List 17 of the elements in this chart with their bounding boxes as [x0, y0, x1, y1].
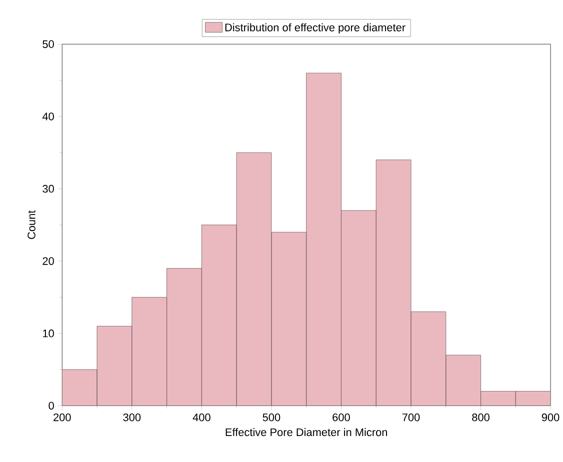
- x-tick-label: 400: [192, 414, 210, 422]
- y-axis-title: Count: [28, 210, 36, 240]
- y-tick-label: 20: [42, 257, 54, 266]
- y-tick-label: 50: [42, 40, 54, 48]
- x-tick-label: 500: [262, 414, 280, 422]
- x-tick-label: 800: [472, 414, 490, 422]
- legend-label: Distribution of effective pore diameter: [225, 23, 406, 34]
- x-tick-label: 900: [542, 414, 560, 422]
- x-tick-label: 300: [123, 414, 141, 422]
- x-tick-label: 700: [402, 414, 420, 422]
- x-tick-label: 600: [332, 414, 350, 422]
- y-tick-label: 40: [42, 112, 54, 120]
- x-tick-label: 200: [54, 414, 71, 422]
- x-axis-title: Effective Pore Diameter in Micron: [226, 428, 388, 436]
- y-tick-label: 0: [48, 402, 54, 410]
- y-tick-label: 30: [42, 184, 54, 193]
- y-tick-label: 10: [43, 330, 54, 338]
